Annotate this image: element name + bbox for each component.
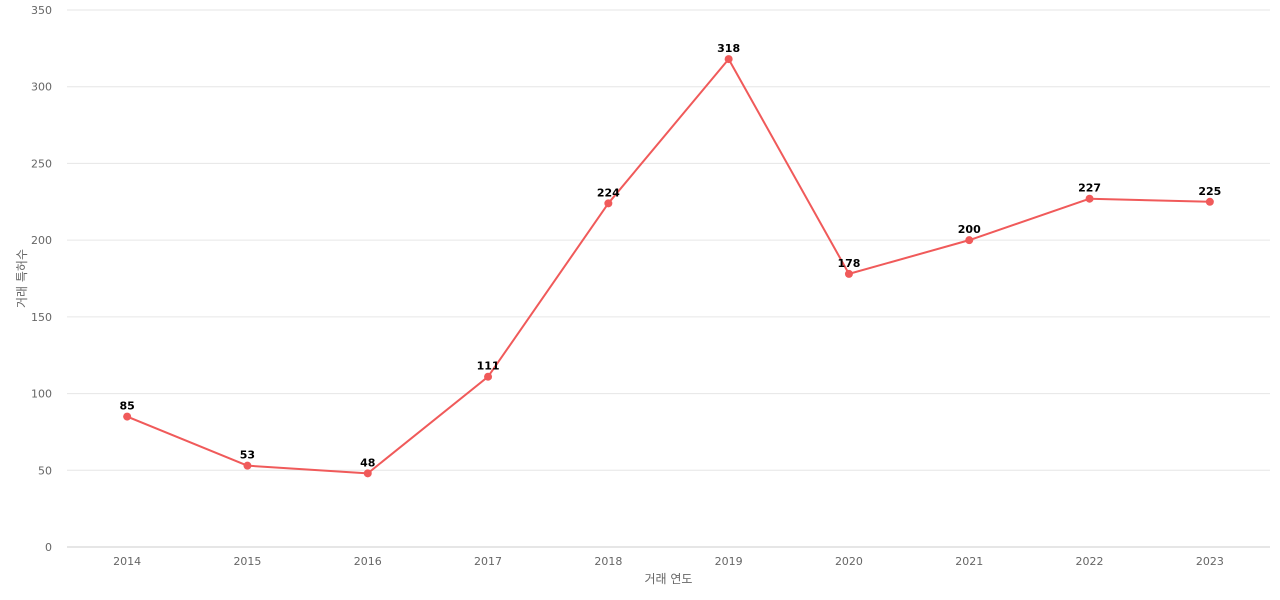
y-tick-label: 50 <box>38 464 52 477</box>
data-point[interactable] <box>484 372 493 381</box>
y-axis-ticks: 0 50 100 150 200 250 300 350 <box>31 4 52 554</box>
y-tick-label: 300 <box>31 81 52 94</box>
x-tick-label: 2015 <box>233 555 261 568</box>
series-line <box>126 58 1210 475</box>
data-point[interactable] <box>123 412 132 421</box>
data-point[interactable] <box>724 55 733 64</box>
x-axis-ticks: 2014 2015 2016 2017 2018 2019 2020 2021 2022 2023 <box>113 555 1224 568</box>
data-label: 111 <box>477 360 500 373</box>
series <box>123 55 1214 478</box>
data-label: 227 <box>1078 182 1101 195</box>
y-axis-title: 거래 특허수 <box>15 249 29 308</box>
y-tick-label: 100 <box>31 388 52 401</box>
x-tick-label: 2014 <box>113 555 141 568</box>
data-point[interactable] <box>1205 197 1214 206</box>
x-tick-label: 2016 <box>354 555 382 568</box>
x-axis-title: 거래 연도 <box>645 572 693 586</box>
data-label: 178 <box>837 257 860 270</box>
x-tick-label: 2023 <box>1196 555 1224 568</box>
x-tick-label: 2021 <box>955 555 983 568</box>
data-point[interactable] <box>243 461 252 470</box>
x-tick-label: 2020 <box>835 555 863 568</box>
data-labels: 85 53 48 111 224 318 178 200 227 225 <box>119 42 1221 469</box>
x-tick-label: 2022 <box>1076 555 1104 568</box>
data-label: 225 <box>1198 185 1221 198</box>
x-tick-label: 2019 <box>715 555 743 568</box>
data-point[interactable] <box>363 469 372 478</box>
data-point[interactable] <box>844 269 853 278</box>
x-tick-label: 2018 <box>594 555 622 568</box>
y-tick-label: 0 <box>45 541 52 554</box>
y-tick-label: 250 <box>31 157 52 170</box>
data-label: 200 <box>958 223 981 236</box>
grid <box>67 9 1270 548</box>
data-label: 53 <box>240 449 255 462</box>
data-label: 48 <box>360 456 375 469</box>
data-point[interactable] <box>965 236 974 245</box>
y-tick-label: 200 <box>31 234 52 247</box>
data-point[interactable] <box>604 199 613 208</box>
data-point[interactable] <box>1085 194 1094 203</box>
data-label: 318 <box>717 42 740 55</box>
data-label: 224 <box>597 186 620 199</box>
y-tick-label: 350 <box>31 4 52 17</box>
y-tick-label: 150 <box>31 311 52 324</box>
data-label: 85 <box>119 400 134 413</box>
x-tick-label: 2017 <box>474 555 502 568</box>
